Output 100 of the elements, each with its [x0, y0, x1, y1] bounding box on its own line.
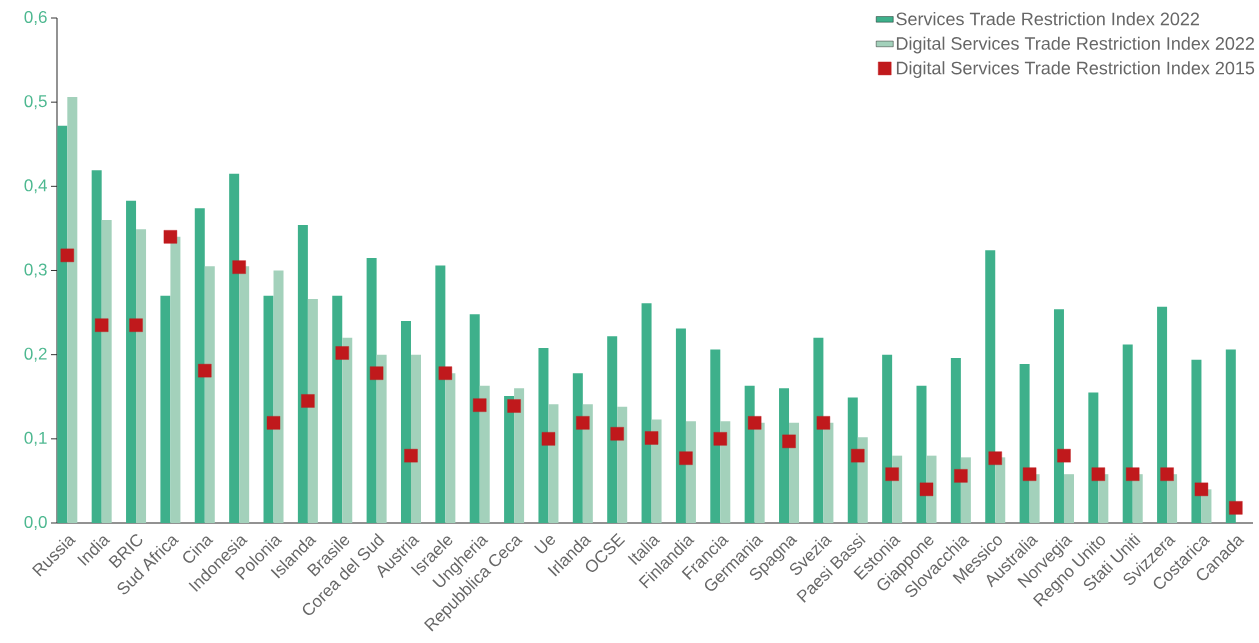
- point: [473, 398, 487, 412]
- bar: [813, 337, 824, 523]
- bar: [342, 337, 353, 523]
- bar: [617, 406, 628, 523]
- point: [198, 363, 212, 378]
- bar: [1191, 359, 1202, 523]
- bar: [469, 314, 480, 523]
- bar: [126, 200, 137, 523]
- bar: [995, 457, 1006, 523]
- bar: [479, 385, 490, 523]
- bar: [1053, 309, 1064, 523]
- point: [541, 432, 556, 446]
- bar: [160, 295, 171, 523]
- point: [644, 431, 659, 445]
- bar: [67, 97, 78, 523]
- point: [60, 248, 75, 263]
- bar: [607, 336, 618, 523]
- bar: [710, 349, 721, 523]
- point: [679, 451, 693, 465]
- bar: [307, 299, 318, 523]
- legend-label: Digital Services Trade Restriction Index 2022: [896, 36, 1255, 54]
- bar: [1157, 306, 1168, 523]
- bar: [229, 173, 240, 523]
- point: [163, 230, 178, 244]
- point: [1229, 501, 1243, 515]
- bar: [297, 225, 308, 523]
- bar: [273, 270, 284, 523]
- bar: [514, 388, 525, 523]
- point: [576, 416, 590, 430]
- point: [507, 399, 521, 413]
- bar: [754, 422, 765, 523]
- bar: [882, 354, 893, 523]
- point: [232, 260, 246, 274]
- bar: [194, 208, 205, 523]
- point: [885, 467, 899, 481]
- bar: [538, 347, 549, 523]
- bar: [332, 295, 343, 523]
- bar: [1122, 344, 1133, 523]
- bar: [744, 385, 755, 523]
- legend-label: Digital Services Trade Restriction Index 2015: [896, 61, 1255, 78]
- bar: [445, 373, 456, 523]
- bar: [675, 328, 686, 523]
- bar: [950, 358, 961, 523]
- point: [335, 346, 349, 360]
- bar: [91, 170, 102, 523]
- bar: [376, 354, 387, 523]
- bar: [985, 250, 996, 523]
- point: [954, 469, 968, 483]
- bar: [641, 303, 652, 523]
- point: [129, 318, 143, 332]
- bar: [57, 125, 68, 523]
- bar: [572, 373, 583, 523]
- bar: [101, 220, 112, 523]
- point: [404, 448, 418, 463]
- bar: [504, 395, 515, 523]
- bar: [1019, 363, 1030, 523]
- point: [1126, 467, 1140, 481]
- point: [438, 366, 453, 380]
- point: [747, 416, 762, 430]
- point: [851, 448, 865, 463]
- bar: [1225, 349, 1236, 523]
- point: [369, 366, 384, 380]
- point: [301, 394, 315, 408]
- point: [94, 318, 109, 332]
- bar: [1088, 392, 1099, 523]
- bar: [779, 388, 790, 523]
- y-tick-label: 0,4: [24, 179, 47, 194]
- point: [1194, 482, 1209, 497]
- bar: [400, 321, 411, 523]
- point: [816, 416, 831, 430]
- bar: [263, 295, 274, 523]
- point: [782, 434, 796, 449]
- point: [1091, 467, 1106, 481]
- bar: [1063, 474, 1074, 523]
- bar: [916, 385, 927, 523]
- bar: [435, 265, 446, 523]
- y-tick-label: 0,1: [24, 431, 47, 446]
- legend-label: Services Trade Restriction Index 2022: [896, 12, 1199, 26]
- y-tick-label: 0,6: [24, 10, 47, 26]
- y-tick-label: 0,3: [24, 263, 47, 278]
- point: [919, 482, 934, 497]
- y-tick-label: 0,5: [24, 95, 47, 110]
- point: [1057, 448, 1071, 463]
- bar: [136, 229, 147, 523]
- y-tick-label: 0,2: [24, 347, 47, 362]
- bar: [823, 422, 834, 523]
- bar: [582, 404, 593, 523]
- point: [266, 416, 281, 430]
- bar: [410, 354, 421, 523]
- bar: [239, 266, 250, 523]
- point: [1160, 467, 1174, 481]
- point: [610, 427, 624, 441]
- y-tick-label: 0,0: [24, 515, 47, 531]
- point: [988, 451, 1002, 465]
- bar: [170, 236, 181, 523]
- point: [713, 432, 727, 446]
- bar: [204, 266, 215, 523]
- bar: [847, 397, 858, 523]
- bar: [685, 421, 696, 523]
- point: [1022, 467, 1037, 481]
